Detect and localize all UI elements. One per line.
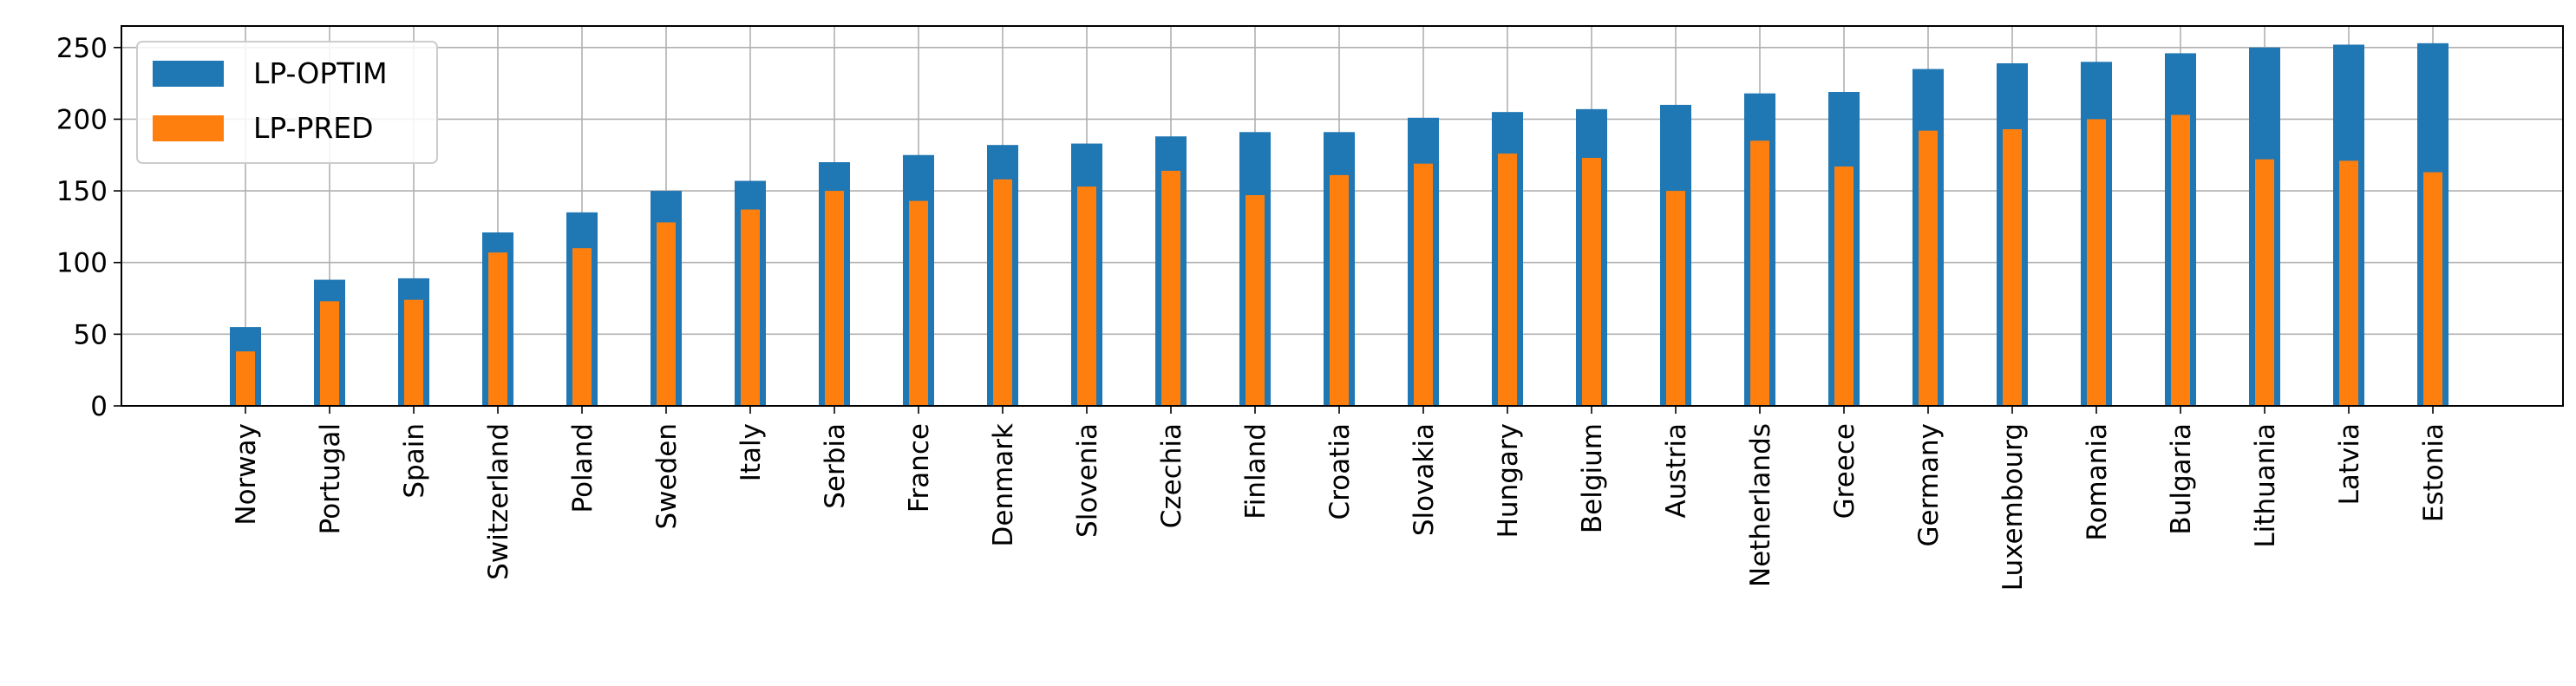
x-tick-label: Romania <box>2082 423 2113 541</box>
x-tick-label: Germany <box>1913 423 1945 546</box>
x-tick-label: France <box>904 423 935 513</box>
x-tick-label: Estonia <box>2418 423 2449 522</box>
x-tick-label: Netherlands <box>1745 423 1776 587</box>
x-tick-label: Portugal <box>315 423 346 534</box>
bar-lp-pred-greece <box>1834 166 1854 406</box>
x-tick-label: Luxembourg <box>1997 423 2029 591</box>
bar-lp-pred-spain <box>404 299 423 406</box>
bar-lp-pred-finland <box>1246 195 1265 406</box>
x-tick-label: Slovenia <box>1072 423 1103 538</box>
x-tick-label: Austria <box>1661 423 1692 519</box>
x-tick-label: Finland <box>1240 423 1272 519</box>
bar-lp-pred-netherlands <box>1750 140 1769 406</box>
x-tick-label: Hungary <box>1493 423 1524 538</box>
bar-lp-pred-romania <box>2087 119 2106 406</box>
bars-layer <box>230 42 2449 407</box>
legend-swatch-lp-pred <box>153 115 224 141</box>
bar-lp-pred-czechia <box>1161 170 1180 406</box>
x-axis: Norway Portugal Spain Switzerland Poland Swed… <box>231 406 2449 591</box>
y-tick-label: 200 <box>56 104 108 135</box>
legend-label-lp-optim: LP-OPTIM <box>253 56 388 90</box>
legend: LP-OPTIM LP-PRED <box>136 41 438 164</box>
y-tick-label: 100 <box>56 248 108 279</box>
bar-lp-pred-lithuania <box>2255 159 2274 407</box>
bar-lp-pred-croatia <box>1330 174 1349 406</box>
y-axis: 0 50 100 150 200 250 <box>56 33 121 422</box>
bar-lp-pred-hungary <box>1498 154 1517 407</box>
y-tick-label: 0 <box>90 391 108 422</box>
bar-lp-pred-estonia <box>2423 172 2442 406</box>
bar-lp-pred-luxembourg <box>2003 129 2022 406</box>
bar-lp-pred-italy <box>741 209 760 406</box>
bar-lp-pred-austria <box>1666 191 1685 406</box>
legend-swatch-lp-optim <box>153 61 224 87</box>
x-tick-label: Czechia <box>1156 423 1187 528</box>
bar-lp-pred-switzerland <box>488 252 507 406</box>
x-tick-label: Spain <box>399 423 430 499</box>
bar-lp-pred-slovakia <box>1414 163 1433 406</box>
bar-lp-pred-norway <box>236 351 255 406</box>
bar-lp-pred-bulgaria <box>2171 114 2190 407</box>
x-tick-label: Slovakia <box>1409 423 1440 536</box>
x-tick-label: Bulgaria <box>2166 423 2197 535</box>
x-tick-label: Belgium <box>1577 423 1608 533</box>
x-tick-label: Denmark <box>988 423 1019 547</box>
x-tick-label: Greece <box>1829 423 1860 519</box>
x-tick-label: Latvia <box>2334 423 2365 505</box>
bar-lp-pred-serbia <box>825 191 844 406</box>
x-tick-label: Poland <box>567 423 598 513</box>
bar-lp-pred-belgium <box>1582 158 1601 407</box>
bar-lp-pred-poland <box>572 248 592 406</box>
y-tick-label: 50 <box>74 319 108 350</box>
x-tick-label: Croatia <box>1324 423 1356 519</box>
bar-lp-pred-portugal <box>320 301 339 406</box>
bar-lp-pred-denmark <box>993 179 1012 406</box>
plot-area-frame <box>121 25 2564 407</box>
bar-lp-pred-germany <box>1919 130 1938 406</box>
bar-lp-pred-france <box>909 200 928 406</box>
x-tick-label: Lithuania <box>2250 423 2281 548</box>
x-tick-label: Switzerland <box>483 423 514 580</box>
x-tick-label: Norway <box>231 423 262 526</box>
y-tick-label: 150 <box>56 176 108 207</box>
bar-lp-pred-latvia <box>2339 160 2358 407</box>
bar-lp-pred-sweden <box>657 222 676 406</box>
x-tick-label: Italy <box>736 423 767 481</box>
y-tick-label: 250 <box>56 33 108 64</box>
x-tick-label: Sweden <box>651 423 683 530</box>
legend-label-lp-pred: LP-PRED <box>253 111 374 145</box>
x-tick-label: Serbia <box>820 423 851 509</box>
bar-lp-pred-slovenia <box>1077 186 1096 406</box>
